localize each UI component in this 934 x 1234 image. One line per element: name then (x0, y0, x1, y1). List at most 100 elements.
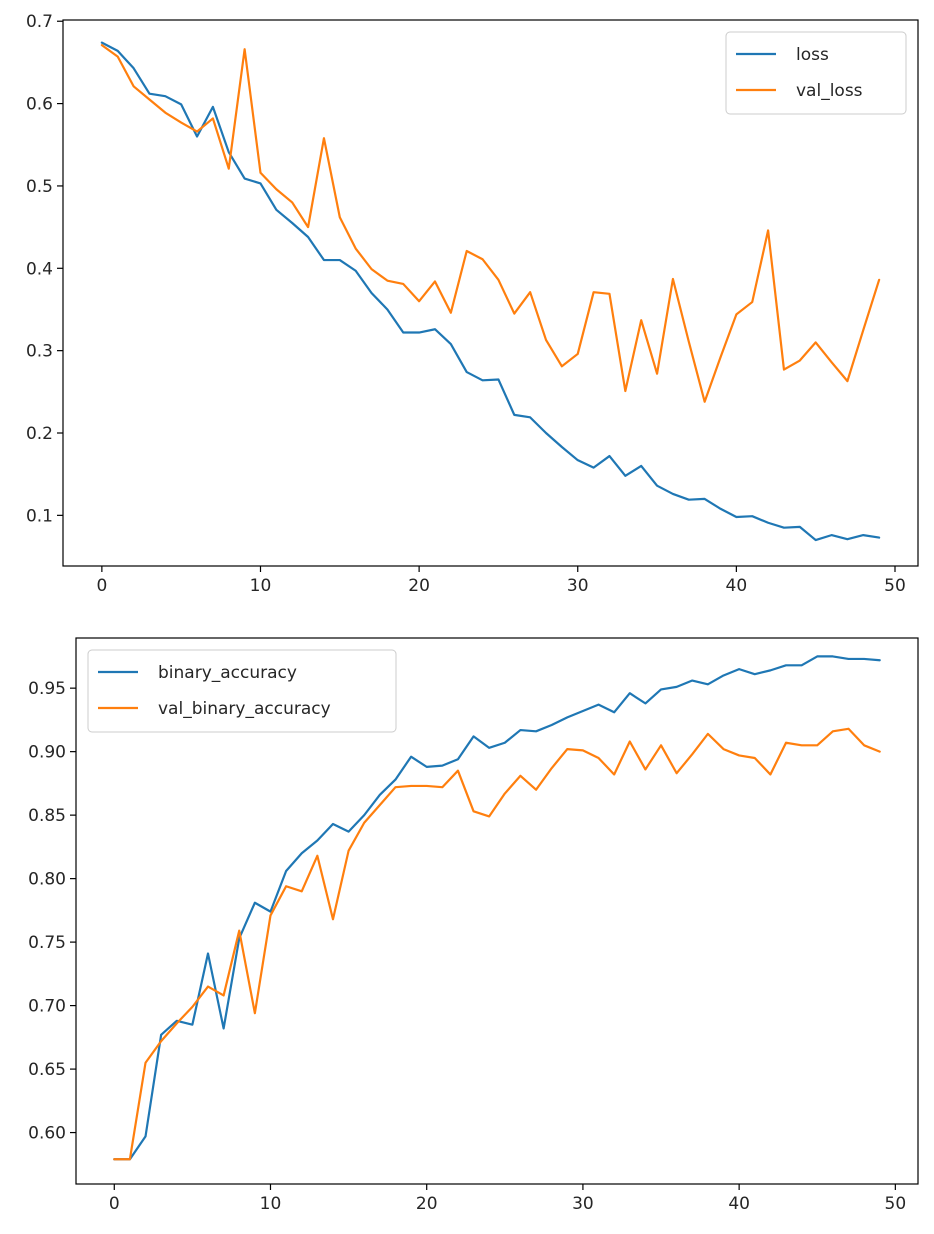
data-point-binary-accuracy (550, 724, 552, 726)
chart-2: 0 10 20 30 40 50 0.60 0.65 0.70 0.75 0.80 0.85 0.90 0… (28, 637, 919, 1214)
data-point-val-binary-accuracy (238, 929, 240, 931)
data-point-loss (735, 516, 737, 518)
data-point-val-loss (830, 361, 832, 363)
data-point-loss (148, 93, 150, 95)
data-point-val-loss (164, 111, 166, 113)
data-point-loss (783, 527, 785, 529)
data-point-loss (862, 534, 864, 536)
data-point-val-binary-accuracy (816, 744, 818, 746)
data-point-val-loss (751, 301, 753, 303)
data-point-binary-accuracy (691, 679, 693, 681)
data-point-loss (450, 343, 452, 345)
data-point-val-binary-accuracy (269, 914, 271, 916)
data-point-val-loss (688, 340, 690, 342)
legend-label-binary-accuracy: binary_accuracy (158, 663, 297, 683)
data-point-val-binary-accuracy (332, 918, 334, 920)
data-point-val-loss (275, 188, 277, 190)
data-point-val-loss (577, 353, 579, 355)
data-point-binary-accuracy (847, 658, 849, 660)
data-point-loss (624, 475, 626, 477)
data-point-val-loss (862, 329, 864, 331)
data-point-binary-accuracy (504, 742, 506, 744)
x-tick-label: 10 (260, 1194, 282, 1214)
data-point-val-loss (513, 312, 515, 314)
data-point-binary-accuracy (160, 1034, 162, 1036)
data-point-val-loss (799, 359, 801, 361)
data-point-loss (307, 236, 309, 238)
chart-1: 0 10 20 30 40 50 0.1 0.2 0.3 0.4 0.5 0.6 0.7 loss val_… (26, 12, 919, 596)
data-point-val-loss (878, 279, 880, 281)
data-point-binary-accuracy (629, 692, 631, 694)
x-tick-label: 50 (885, 1194, 907, 1214)
data-point-val-loss (450, 312, 452, 314)
data-point-val-loss (703, 401, 705, 403)
data-point-binary-accuracy (363, 814, 365, 816)
data-point-loss (799, 526, 801, 528)
data-point-loss (228, 151, 230, 153)
data-point-binary-accuracy (738, 668, 740, 670)
data-point-binary-accuracy (347, 830, 349, 832)
data-point-loss (323, 259, 325, 261)
data-point-val-binary-accuracy (550, 767, 552, 769)
data-point-val-loss (418, 300, 420, 302)
data-point-val-binary-accuracy (629, 740, 631, 742)
x-tick-label: 40 (726, 576, 748, 596)
data-point-binary-accuracy (332, 823, 334, 825)
data-point-binary-accuracy (863, 658, 865, 660)
data-point-val-loss (466, 250, 468, 252)
data-point-binary-accuracy (144, 1135, 146, 1137)
data-point-loss (656, 485, 658, 487)
data-point-loss (529, 416, 531, 418)
y-tick-label: 0.80 (28, 870, 66, 890)
y-tick-label: 0.4 (26, 259, 53, 279)
y-tick-label: 0.2 (26, 424, 53, 444)
data-point-val-loss (814, 341, 816, 343)
data-point-binary-accuracy (457, 758, 459, 760)
data-point-val-loss (434, 280, 436, 282)
data-point-val-loss (497, 279, 499, 281)
data-point-val-binary-accuracy (410, 785, 412, 787)
data-point-val-binary-accuracy (222, 994, 224, 996)
data-point-val-loss (545, 339, 547, 341)
data-point-binary-accuracy (707, 683, 709, 685)
data-point-binary-accuracy (785, 664, 787, 666)
data-point-binary-accuracy (535, 730, 537, 732)
data-point-val-binary-accuracy (207, 985, 209, 987)
x-tick-label: 0 (109, 1194, 120, 1214)
legend-label-val-loss: val_loss (796, 81, 863, 101)
plot-frame (62, 19, 919, 567)
data-point-loss (434, 328, 436, 330)
data-point-val-loss (243, 48, 245, 50)
data-point-binary-accuracy (488, 747, 490, 749)
y-tick-label: 0.85 (28, 806, 66, 826)
data-point-loss (243, 177, 245, 179)
data-point-binary-accuracy (800, 664, 802, 666)
data-point-loss (132, 67, 134, 69)
data-point-binary-accuracy (316, 839, 318, 841)
data-point-val-loss (592, 291, 594, 293)
data-point-val-binary-accuracy (316, 855, 318, 857)
data-point-val-loss (767, 229, 769, 231)
x-tick-label: 20 (416, 1194, 438, 1214)
data-point-val-binary-accuracy (675, 772, 677, 774)
data-point-loss (196, 135, 198, 137)
data-point-val-binary-accuracy (722, 748, 724, 750)
data-point-loss (846, 538, 848, 540)
data-point-val-loss (212, 117, 214, 119)
data-point-val-loss (640, 319, 642, 321)
legend-label-loss: loss (796, 45, 829, 65)
data-point-loss (592, 466, 594, 468)
data-point-val-binary-accuracy (660, 744, 662, 746)
data-point-val-binary-accuracy (441, 786, 443, 788)
data-point-val-binary-accuracy (285, 885, 287, 887)
data-point-loss (386, 308, 388, 310)
data-point-loss (497, 378, 499, 380)
data-point-val-binary-accuracy (472, 810, 474, 812)
data-point-loss (577, 459, 579, 461)
data-point-val-loss (339, 216, 341, 218)
data-point-loss (259, 182, 261, 184)
data-point-binary-accuracy (426, 766, 428, 768)
data-point-loss (513, 414, 515, 416)
series-line-val-binary-accuracy (113, 727, 881, 1161)
